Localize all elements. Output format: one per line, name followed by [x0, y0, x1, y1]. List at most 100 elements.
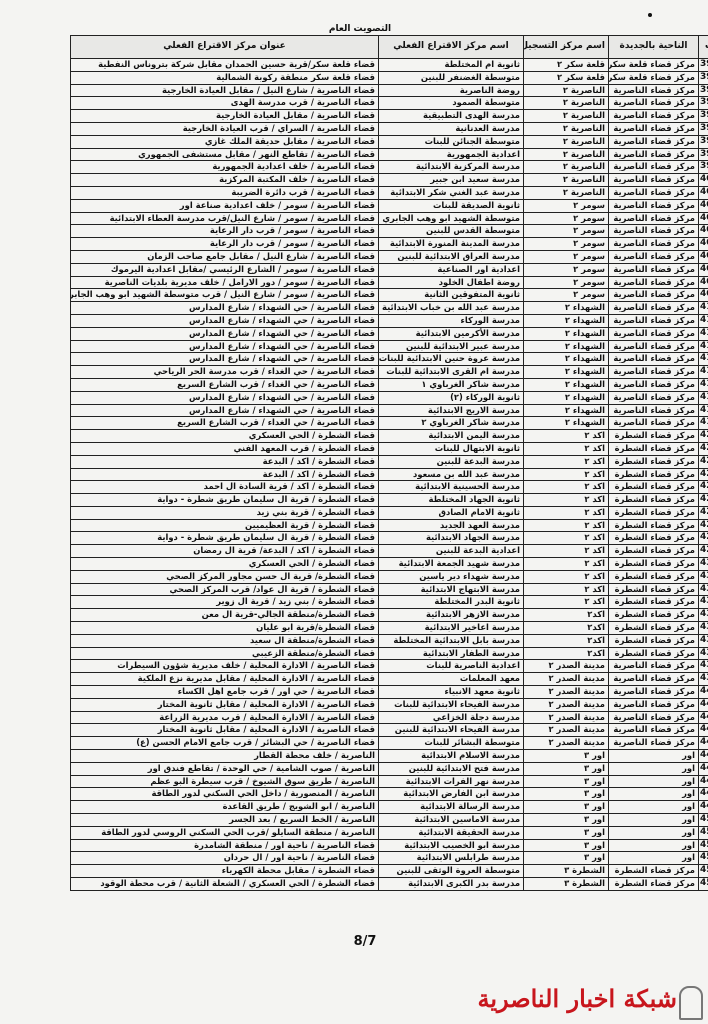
cell-registration-center: اكد ٢ — [523, 595, 609, 610]
cell-number: 41 — [698, 313, 708, 328]
cell-number: 40 — [698, 249, 708, 264]
cell-polling-center-name: مدرسة عبد الله بن مسعود — [378, 467, 524, 482]
cell-district: مركز قضاء الناصرية — [608, 710, 699, 725]
cell-polling-center-name: مدرسة الفيحاء الابتدائية للبنات — [378, 697, 524, 712]
cell-number: 41 — [698, 390, 708, 405]
cell-registration-center: اكد ٢ — [523, 544, 609, 559]
cell-address: قضاء الناصرية / سومر / دور الارامل / خلف… — [70, 275, 379, 290]
cell-number: 43 — [698, 621, 708, 635]
cell-polling-center-name: مدرسة الطفار الابتدائية — [378, 646, 524, 661]
cell-registration-center: الشهداء ٢ — [523, 390, 609, 405]
cell-address: قضاء الناصرية / الادارة المحلية / خلف مد… — [70, 659, 379, 674]
cell-address: قضاء الناصرية / الادارة المحلية / مقابل … — [70, 697, 379, 712]
cell-address: قضاء الشطرة / الحي العسكري / الشعلة الثا… — [70, 877, 379, 891]
cell-number: 40 — [698, 198, 708, 213]
cell-polling-center-name: متوسطة القدس للبنين — [378, 224, 524, 239]
cell-district: مركز قضاء الناصرية — [608, 262, 699, 277]
cell-registration-center: اور ٣ — [523, 825, 609, 840]
cell-registration-center: الناصرية ٢ — [523, 96, 609, 111]
cell-polling-center-name: متوسطة الجنائن للبنات — [378, 134, 524, 149]
header-district: الناحية بالجديدة — [608, 35, 699, 59]
cell-number: 45 — [698, 877, 708, 891]
cell-address: قضاء الناصرية / حي البشائر / قرب جامع ال… — [70, 736, 379, 751]
cell-address: الناصرية / الخط السريع / بعد الجسر — [70, 813, 379, 827]
cell-district: اور — [608, 838, 699, 853]
cell-district: اور — [608, 749, 699, 763]
cell-number: 45 — [698, 825, 708, 840]
cell-registration-center: اكد ٢ — [523, 557, 609, 571]
cell-polling-center-name: متوسطة الشهيد ابو وهب الجابري — [378, 211, 524, 226]
cell-district: مركز قضاء الشطرة — [608, 441, 699, 456]
cell-district: مركز قضاء الناصرية — [608, 723, 699, 738]
cell-district: مركز قضاء الناصرية — [608, 185, 699, 200]
cell-number: 39 — [698, 83, 708, 98]
cell-address: قضاء الناصرية / حي الشهداء / شارع المدار… — [70, 352, 379, 367]
cell-polling-center-name: مدرسة بدر الكبرى الابتدائية — [378, 877, 524, 891]
cell-number: 42 — [698, 505, 708, 520]
cell-address: قضاء الشطرة / قرية ال عواد/ قرب المركز ا… — [70, 582, 379, 597]
cell-number: 45 — [698, 864, 708, 878]
cell-number: 44 — [698, 774, 708, 789]
cell-polling-center-name: مدرسة المركزية الابتدائية — [378, 160, 524, 175]
cell-address: قضاء الناصرية / سومر / قرب دار الرعاية — [70, 224, 379, 239]
cell-registration-center: مدينة الصدر ٢ — [523, 736, 609, 751]
cell-polling-center-name: اعدادية البدعة للبنين — [378, 544, 524, 559]
cell-address: قضاء الناصرية / حي الغداء / قرب الشارع ا… — [70, 416, 379, 431]
cell-number: 44 — [698, 723, 708, 738]
cell-polling-center-name: مدرسة الاسلام الابتدائية — [378, 749, 524, 763]
cell-registration-center: اكد ٢ — [523, 582, 609, 597]
cell-district: مركز قضاء الشطرة — [608, 518, 699, 533]
cell-number: 40 — [698, 262, 708, 277]
cell-number: 41 — [698, 301, 708, 315]
cell-address: قضاء الشطرة / الحي العسكري — [70, 557, 379, 571]
cell-polling-center-name: مدرسة طرابلس الابتدائية — [378, 851, 524, 866]
cell-registration-center: اور ٣ — [523, 774, 609, 789]
cell-district: مركز قضاء الناصرية — [608, 365, 699, 379]
cell-registration-center: مدينة الصدر ٢ — [523, 723, 609, 738]
cell-number: 43 — [698, 582, 708, 597]
cell-registration-center: اكد٢ — [523, 608, 609, 623]
cell-polling-center-name: مدرسة الاماسين الابتدائية — [378, 813, 524, 827]
cell-address: قضاء الناصرية / سومر / شارع النيل / قرب … — [70, 288, 379, 303]
cell-number: 45 — [698, 838, 708, 853]
cell-address: قضاء الشطرة/منطقة الجالي-قرية ال معن — [70, 608, 379, 623]
cell-registration-center: مدينة الصدر ٢ — [523, 659, 609, 674]
cell-district: مركز قضاء الناصرية — [608, 288, 699, 303]
cell-address: قضاء الشطرة / قرية ال سليمان طريق شطرة -… — [70, 531, 379, 546]
cell-district: مركز قضاء الناصرية — [608, 736, 699, 751]
cell-district: مركز قضاء الشطرة — [608, 877, 699, 891]
cell-address: قضاء الناصرية / حي الغداء / قرب مدرسة ال… — [70, 365, 379, 379]
cell-polling-center-name: مدرسة المدينة المنورة الابتدائية — [378, 237, 524, 251]
cell-registration-center: الناصرية ٢ — [523, 134, 609, 149]
cell-district: مركز قضاء الناصرية — [608, 224, 699, 239]
cell-polling-center-name: مدرسة شهيد الجمعة الابتدائية — [378, 557, 524, 571]
cell-polling-center-name: مدرسة اعاخير الابتدائية — [378, 621, 524, 635]
cell-address: قضاء الشطرة/منطقة الزعيبي — [70, 646, 379, 661]
document-title: التصويت العام — [328, 24, 392, 34]
cell-polling-center-name: ثانوية معهد الانبياء — [378, 685, 524, 699]
cell-address: قضاء الناصرية / مقابل العيادة الخارجية — [70, 109, 379, 123]
cell-polling-center-name: مدرسة اليمن الابتدائية — [378, 429, 524, 443]
cell-polling-center-name: ثانوية الامام الصادق — [378, 505, 524, 520]
cell-address: قضاء الشطرة / اكد / البدعة — [70, 467, 379, 482]
cell-number: 44 — [698, 685, 708, 699]
cell-number: 41 — [698, 365, 708, 379]
cell-number: 40 — [698, 211, 708, 226]
